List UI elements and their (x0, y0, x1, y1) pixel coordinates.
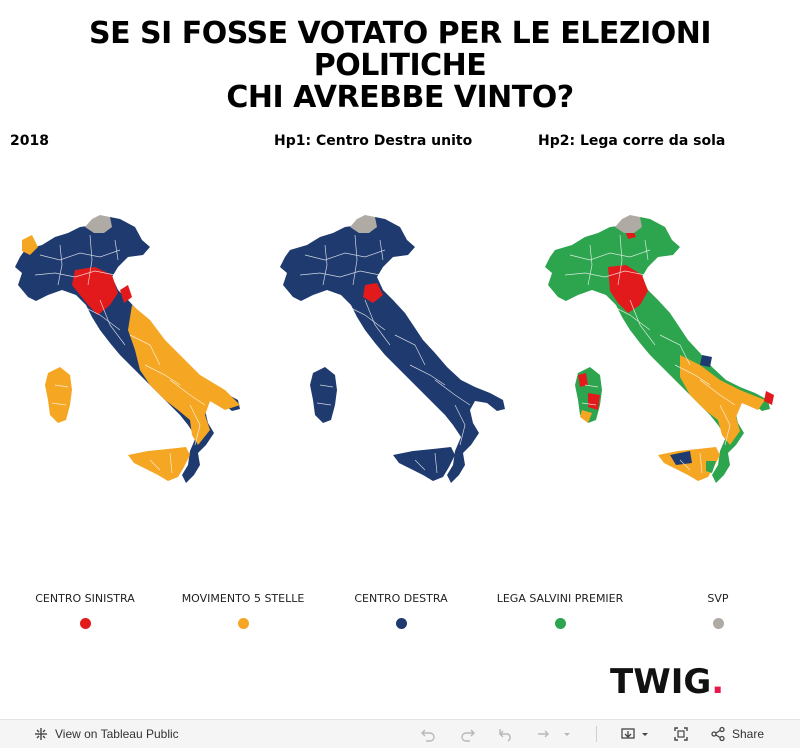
region-cd-sicily (670, 451, 692, 465)
twig-logo: TWIG. (610, 662, 725, 702)
legend-dot-red (79, 618, 91, 629)
refresh-button[interactable] (536, 720, 572, 748)
region-m5s-south (680, 355, 765, 445)
title-line-1: SE SI FOSSE VOTATO PER LE ELEZIONI POLIT… (88, 16, 712, 83)
revert-icon (499, 729, 511, 742)
refresh-icon (538, 730, 570, 738)
tableau-toolbar: View on Tableau Public Share (0, 719, 800, 748)
region-m5s-south (128, 305, 240, 445)
legend-item-m5s[interactable]: MOVIMENTO 5 STELLE (163, 592, 323, 629)
share-icon (711, 726, 725, 742)
view-on-tableau-link[interactable]: View on Tableau Public (33, 720, 179, 748)
share-label: Share (732, 727, 765, 741)
italy-sicily (393, 447, 455, 481)
legend-dot-grey (712, 618, 724, 629)
legend-label: CENTRO DESTRA (354, 592, 448, 605)
legend-item-centro-destra[interactable]: CENTRO DESTRA (321, 592, 481, 629)
region-cd-1 (700, 355, 712, 367)
view-on-tableau-label: View on Tableau Public (55, 727, 179, 741)
legend-item-svp[interactable]: SVP (638, 592, 798, 629)
download-button[interactable] (620, 720, 652, 748)
region-cs-center (363, 283, 383, 303)
toolbar-separator (596, 726, 597, 742)
region-lega-sicily (706, 461, 716, 473)
legend-label: CENTRO SINISTRA (35, 592, 135, 605)
map-2018[interactable] (0, 205, 260, 495)
legend-label: SVP (707, 592, 729, 605)
region-cs-center (608, 265, 648, 313)
legend-item-centro-sinistra[interactable]: CENTRO SINISTRA (5, 592, 165, 629)
tableau-icon (35, 728, 47, 740)
legend-dot-navy (395, 618, 407, 629)
page-title: SE SI FOSSE VOTATO PER LE ELEZIONI POLIT… (0, 18, 800, 114)
panel-title-hp2: Hp2: Lega corre da sola (538, 133, 726, 149)
map-hp2[interactable] (530, 205, 790, 495)
title-line-2: CHI AVREBBE VINTO? (226, 80, 574, 115)
italy-sardinia (45, 367, 72, 423)
italy-sicily (128, 447, 190, 481)
legend-item-lega[interactable]: LEGA SALVINI PREMIER (480, 592, 640, 629)
region-cs-center (72, 267, 118, 315)
legend-label: MOVIMENTO 5 STELLE (181, 592, 305, 605)
region-m5s-aosta (22, 235, 38, 255)
italy-sardinia (310, 367, 337, 423)
redo-icon (461, 729, 475, 742)
panel-title-2018: 2018 (10, 133, 49, 149)
revert-button[interactable] (498, 720, 514, 748)
fullscreen-icon (674, 727, 688, 741)
undo-icon (421, 729, 435, 742)
legend-dot-orange (237, 618, 249, 629)
download-icon (621, 728, 648, 739)
fullscreen-button[interactable] (673, 720, 689, 748)
share-button[interactable]: Share (710, 720, 764, 748)
region-cs-2 (120, 285, 132, 303)
region-cs-sardinia (578, 373, 600, 410)
panel-title-hp1: Hp1: Centro Destra unito (274, 133, 473, 149)
region-m5s-sardinia (580, 410, 592, 423)
region-cs-south (764, 391, 774, 405)
redo-button[interactable] (460, 720, 476, 748)
legend-dot-green (554, 618, 566, 629)
legend-label: LEGA SALVINI PREMIER (496, 592, 624, 605)
map-hp1[interactable] (265, 205, 525, 495)
undo-button[interactable] (420, 720, 436, 748)
